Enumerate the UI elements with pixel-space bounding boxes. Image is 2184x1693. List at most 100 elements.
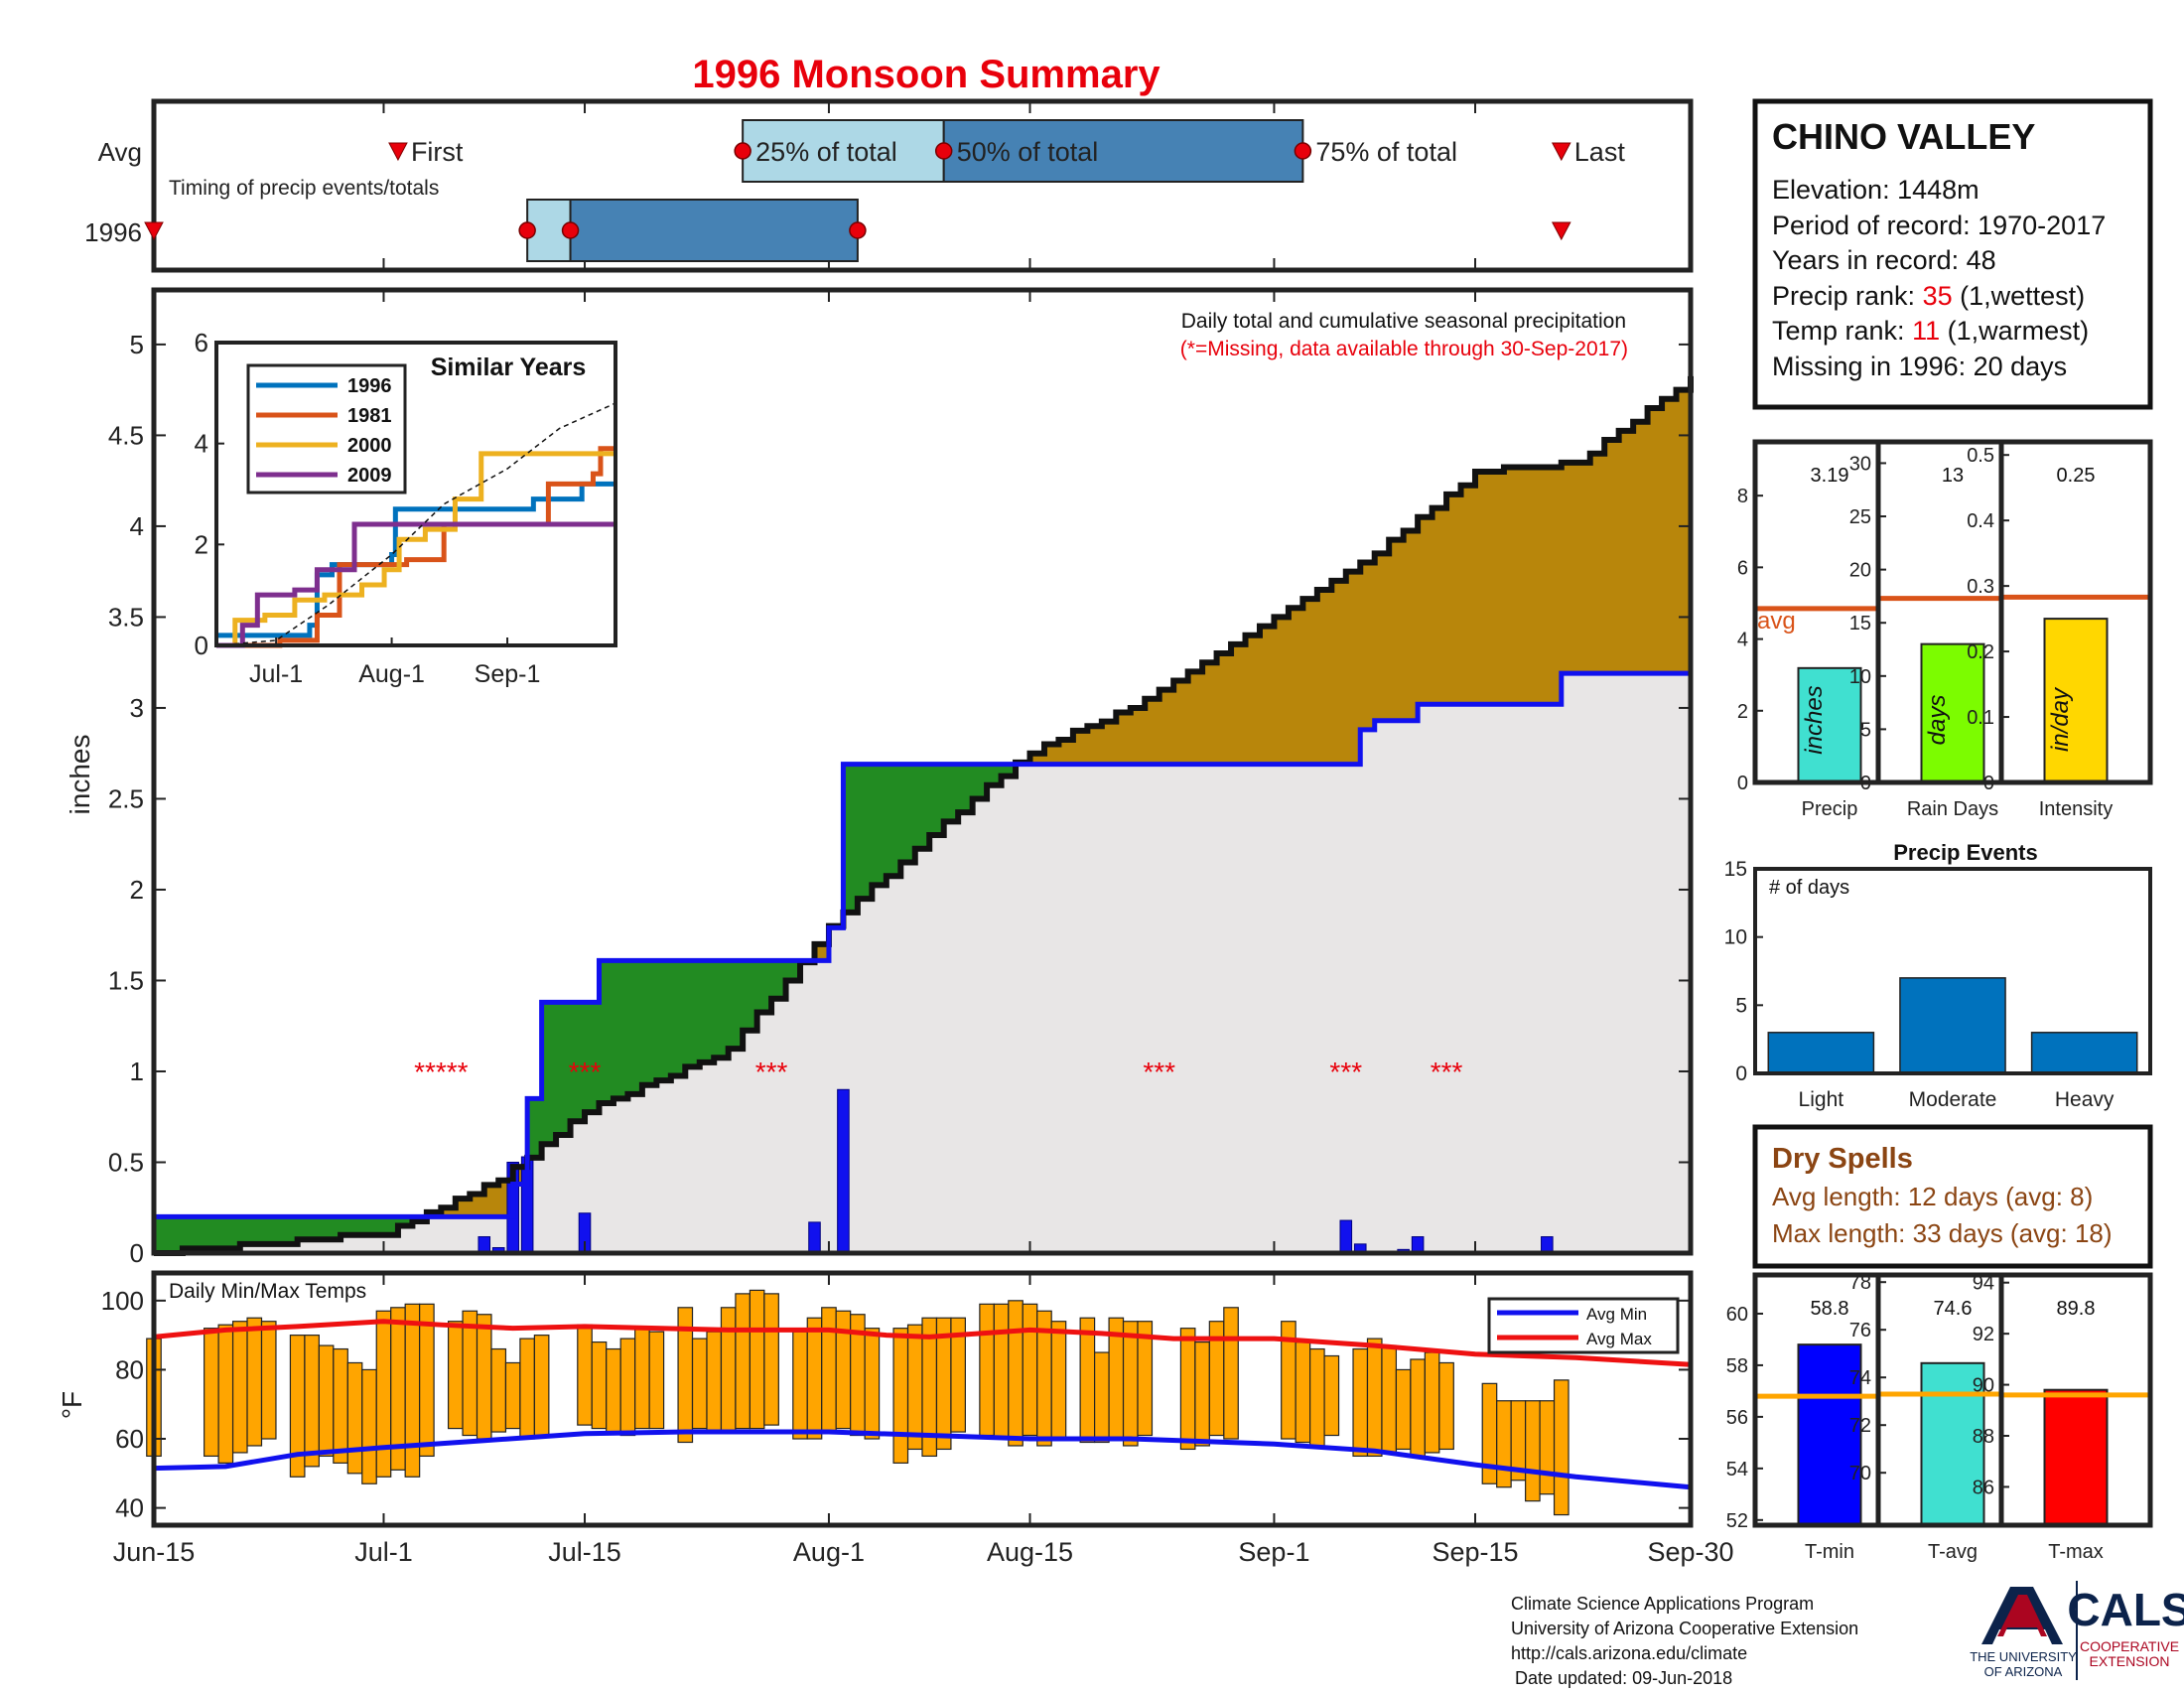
events-axes: 0 5 10 15 Light Moderate Heavy (1724, 858, 2115, 1111)
temperature-legend: Avg Min Avg Max (1487, 1297, 1680, 1354)
temp-x-tick-label: Sep-15 (1432, 1537, 1518, 1567)
temp-x-tick-label: Jul-15 (548, 1537, 621, 1567)
days-y-tick-label: 30 (1849, 453, 1871, 475)
station-years: Years in record: 48 (1772, 245, 1996, 275)
temp-x-tick-label: Sep-30 (1647, 1537, 1733, 1567)
daily-temp-bar (1309, 1347, 1325, 1447)
station-precip-rank: Precip rank: 35 (1,wettest) (1772, 281, 2085, 311)
daily-temp-bar (906, 1324, 923, 1451)
y-tick-label: 0.5 (108, 1147, 144, 1177)
year-first-marker (144, 221, 164, 241)
daily-precip-bar (837, 1088, 850, 1254)
days-y-tick-label: 20 (1849, 560, 1871, 582)
tavg-value-bar (1920, 1361, 1985, 1527)
daily-temp-bar (260, 1321, 277, 1440)
inset-x-tick-label: Jul-1 (249, 660, 303, 688)
days-y-tick-label: 15 (1849, 613, 1871, 635)
daily-precip-bar (808, 1221, 821, 1254)
daily-temp-bar (1496, 1400, 1512, 1488)
daily-temp-bar (476, 1314, 492, 1440)
missing-marker: *** (1143, 1057, 1175, 1087)
inset-title: Similar Years (431, 353, 587, 381)
year-p25-marker (518, 221, 536, 239)
footer-date: Date updated: 09-Jun-2018 (1515, 1668, 1732, 1688)
dry-title: Dry Spells (1772, 1143, 1913, 1175)
temperature-frame (151, 1270, 1694, 1528)
daily-temp-bar (892, 1328, 909, 1464)
cumulative-note: Daily total and cumulative seasonal prec… (1181, 310, 1626, 333)
tmax-value-bar (2043, 1388, 2109, 1526)
y-tick-label: 0 (130, 1238, 144, 1268)
footer-url: http://cals.arizona.edu/climate (1511, 1643, 1747, 1663)
daily-temp-bar (735, 1293, 751, 1430)
tmin-y-tick-label: 54 (1726, 1459, 1748, 1481)
season-temp-panels: 52 54 56 58 60 58.8 T-min 70 72 74 76 78 74.6 T-avg 86… (1726, 1272, 2153, 1563)
daily-temp-bar (806, 1317, 823, 1440)
inset-y-tick-label: 2 (195, 529, 208, 559)
intensity-y-tick-label: 0 (1983, 773, 1994, 794)
footer: Climate Science Applications Program Uni… (1511, 1594, 1858, 1688)
tmax-panel-label: T-max (2048, 1541, 2104, 1563)
y-tick-label: 4.5 (108, 420, 144, 450)
daily-temp-bar (1352, 1347, 1369, 1458)
legend-label-2000: 2000 (347, 435, 392, 457)
events-x-label: Moderate (1909, 1088, 1997, 1111)
p25-label: 25% of total (755, 137, 897, 167)
daily-temp-bars (146, 1289, 1570, 1516)
daily-temp-bar (246, 1317, 263, 1447)
temp-y-tick-label: 40 (115, 1493, 144, 1523)
legend-max-label: Avg Max (1586, 1330, 1652, 1348)
timing-panel: Avg 1996 Timing of precip events/totals … (84, 98, 1694, 273)
daily-temp-bar (333, 1347, 348, 1464)
daily-temp-bar (1223, 1307, 1239, 1440)
precip-panel-label: Precip (1802, 798, 1858, 820)
y-tick-label: 1.5 (108, 965, 144, 995)
tmax-y-tick-label: 86 (1973, 1477, 1994, 1498)
footer-university: University of Arizona Cooperative Extens… (1511, 1619, 1858, 1638)
y-tick-label: 4 (130, 511, 144, 541)
daily-temp-bar (462, 1310, 478, 1437)
precip-y-tick-label: 4 (1737, 630, 1748, 651)
tavg-panel-label: T-avg (1928, 1541, 1978, 1563)
daily-temp-bar (1381, 1344, 1398, 1454)
y-tick-label: 2 (130, 875, 144, 905)
missing-marker: *** (1329, 1057, 1362, 1087)
events-y-tick-label: 10 (1724, 926, 1747, 949)
y-tick-label: 3.5 (108, 602, 144, 632)
avg-p50-marker (934, 142, 953, 160)
avg-line-label: avg (1757, 608, 1796, 635)
daily-temp-bar (1410, 1358, 1426, 1458)
inset-x-tick-label: Aug-1 (358, 660, 425, 688)
daily-temp-bar (591, 1340, 608, 1430)
days-panel-label: Rain Days (1907, 798, 1998, 820)
daily-temp-bar (619, 1338, 636, 1437)
below-average-fill (154, 673, 1691, 1253)
daily-temp-bar (519, 1338, 535, 1440)
intensity-bar-unit: in/day (2047, 686, 2074, 752)
season-bar-panels: 0 2 4 6 8 3.19 Precip inches avg 0 5 10 15 20 25 30 13 Ra… (1737, 439, 2153, 820)
events-frame (1753, 867, 2152, 1075)
observed-cumulative-line (154, 670, 1691, 1219)
tavg-y-tick-label: 74 (1849, 1367, 1871, 1389)
average-cumulative-line (154, 375, 1694, 1256)
daily-temp-bar (691, 1338, 708, 1430)
year-last-marker (1551, 221, 1571, 241)
daily-temp-bar (648, 1331, 665, 1430)
intensity-y-tick-label: 0.1 (1967, 707, 1994, 729)
tmin-y-tick-label: 58 (1726, 1355, 1748, 1377)
tmin-y-tick-label: 52 (1726, 1510, 1748, 1532)
above-average-fill (154, 764, 1017, 1253)
daily-temp-bar (792, 1331, 808, 1440)
daily-temp-bar (1395, 1368, 1412, 1451)
daily-temp-bar (231, 1321, 248, 1454)
precip-y-tick-label: 2 (1737, 701, 1748, 723)
tavg-y-tick-label: 76 (1849, 1320, 1871, 1341)
temperature-y-axis: 40 60 80 100 (101, 1286, 1691, 1523)
dry-spells-panel: Dry Spells Avg length: 12 days (avg: 8) … (1752, 1124, 2153, 1269)
station-info: CHINO VALLEY Elevation: 1448m Period of … (1752, 98, 2153, 410)
avg-p25-marker (734, 142, 751, 160)
event-bars (1767, 977, 2138, 1074)
